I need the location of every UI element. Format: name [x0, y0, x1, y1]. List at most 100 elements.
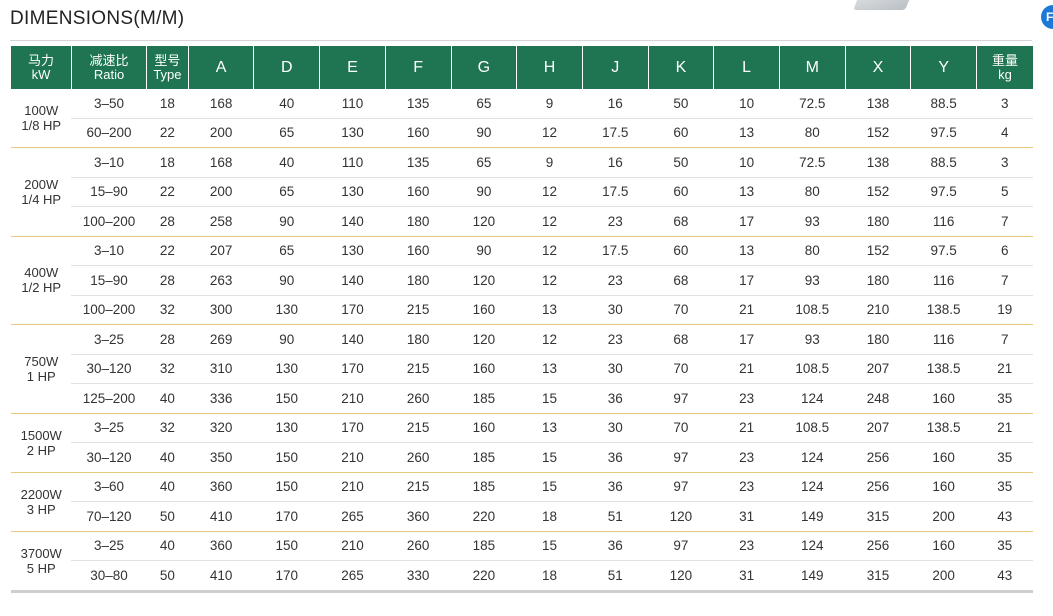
table-cell: 13 — [713, 236, 780, 266]
table-cell: 110 — [319, 147, 386, 178]
table-cell: 72.5 — [779, 147, 846, 178]
table-cell: 168 — [188, 147, 254, 178]
table-cell: 152 — [845, 177, 911, 207]
table-cell: 200 — [910, 560, 977, 593]
table-cell: 170 — [319, 413, 386, 443]
table-cell: 7 — [976, 206, 1033, 237]
table-cell: 50 — [146, 560, 189, 593]
table-cell: 23 — [713, 472, 780, 502]
table-cell: 97.5 — [910, 177, 977, 207]
table-cell: 256 — [845, 442, 911, 473]
table-cell: 360 — [188, 472, 254, 502]
table-cell: 170 — [253, 501, 320, 532]
column-header: 马力 kW — [11, 46, 72, 89]
table-cell: 60–200 — [71, 118, 147, 148]
table-cell: 160 — [451, 413, 517, 443]
table-cell: 3–50 — [71, 89, 147, 119]
table-cell: 269 — [188, 324, 254, 355]
table-row: 30–120 40 350 150 210 260 185 15 36 97 23 124 256 160… — [11, 442, 1033, 473]
table-cell: 315 — [845, 560, 911, 593]
table-cell: 149 — [779, 560, 846, 593]
table-cell: 110 — [319, 89, 386, 119]
column-header: X — [845, 46, 912, 89]
table-cell: 258 — [188, 206, 254, 237]
table-cell: 80 — [779, 118, 846, 148]
table-cell: 124 — [779, 442, 846, 473]
table-cell: 210 — [319, 531, 386, 561]
table-cell: 260 — [385, 531, 452, 561]
table-cell: 160 — [451, 295, 517, 325]
table-cell: 21 — [713, 295, 780, 325]
column-header: G — [451, 46, 518, 89]
table-row: 750W 1 HP 3–25 28 269 90 140 180 120 12 23 68 17 93 18… — [11, 324, 1033, 414]
table-cell: 124 — [779, 383, 846, 414]
table-cell: 185 — [451, 383, 517, 414]
column-header-line1: 减速比 — [89, 52, 129, 68]
table-cell: 30 — [582, 413, 649, 443]
table-cell: 35 — [976, 472, 1033, 502]
table-cell: 185 — [451, 472, 517, 502]
table-cell: 160 — [385, 118, 452, 148]
table-cell: 210 — [319, 383, 386, 414]
table-cell: 3–10 — [71, 236, 147, 266]
power-cell: 100W 1/8 HP — [11, 89, 72, 148]
table-cell: 130 — [253, 295, 320, 325]
table-cell: 3–25 — [71, 413, 147, 443]
table-cell: 215 — [385, 413, 452, 443]
column-header-line2: kW — [31, 66, 51, 82]
table-row: 15–90 28 263 90 140 180 120 12 23 68 17 93 180 116 7 — [11, 265, 1033, 296]
table-cell: 256 — [845, 531, 911, 561]
table-cell: 72.5 — [779, 89, 846, 119]
table-cell: 3 — [976, 89, 1033, 119]
table-row: 125–200 40 336 150 210 260 185 15 36 97 23 124 248 16… — [11, 383, 1033, 414]
table-cell: 97 — [648, 442, 714, 473]
title-divider — [10, 40, 1032, 41]
table-cell: 60 — [648, 118, 714, 148]
table-row: 70–120 50 410 170 265 360 220 18 51 120 31 149 315 20… — [11, 501, 1033, 532]
table-cell: 93 — [779, 324, 846, 355]
table-cell: 3–10 — [71, 147, 147, 178]
table-cell: 265 — [319, 560, 386, 593]
column-header-line2: Ratio — [93, 66, 125, 82]
table-body: 100W 1/8 HP 3–50 18 168 40 110 135 65 9 16 50 10 72.5… — [11, 89, 1033, 593]
table-cell: 263 — [188, 265, 254, 296]
table-cell: 168 — [188, 89, 254, 119]
table-cell: 260 — [385, 383, 452, 414]
table-cell: 97.5 — [910, 236, 977, 266]
table-cell: 310 — [188, 354, 254, 384]
table-cell: 215 — [385, 472, 452, 502]
table-cell: 160 — [451, 354, 517, 384]
table-cell: 18 — [146, 89, 189, 119]
table-cell: 130 — [253, 354, 320, 384]
table-cell: 17 — [713, 206, 780, 237]
column-header: J — [582, 46, 649, 89]
table-cell: 248 — [845, 383, 911, 414]
table-cell: 17 — [713, 265, 780, 296]
column-header-line1: 马力 — [27, 52, 54, 68]
table-cell: 60 — [648, 236, 714, 266]
table-cell: 32 — [146, 354, 189, 384]
table-cell: 160 — [385, 177, 452, 207]
column-header-line2: kg — [998, 66, 1012, 82]
table-cell: 3–25 — [71, 324, 147, 355]
table-cell: 32 — [146, 295, 189, 325]
table-cell: 51 — [582, 560, 649, 593]
table-cell: 116 — [910, 324, 977, 355]
table-row: 30–80 50 410 170 265 330 220 18 51 120 31 149 315 200… — [11, 560, 1033, 593]
power-watts: 200W — [24, 176, 59, 192]
table-cell: 410 — [188, 560, 254, 593]
table-cell: 3–25 — [71, 531, 147, 561]
table-cell: 140 — [319, 206, 386, 237]
table-cell: 180 — [385, 206, 452, 237]
table-cell: 21 — [976, 354, 1033, 384]
table-cell: 13 — [516, 413, 583, 443]
table-cell: 97.5 — [910, 118, 977, 148]
table-cell: 180 — [845, 265, 911, 296]
column-header: 减速比 Ratio — [71, 46, 148, 89]
table-cell: 140 — [319, 265, 386, 296]
table-cell: 10 — [713, 147, 780, 178]
table-cell: 90 — [451, 236, 517, 266]
table-cell: 36 — [582, 383, 649, 414]
table-cell: 17 — [713, 324, 780, 355]
table-cell: 50 — [648, 89, 714, 119]
